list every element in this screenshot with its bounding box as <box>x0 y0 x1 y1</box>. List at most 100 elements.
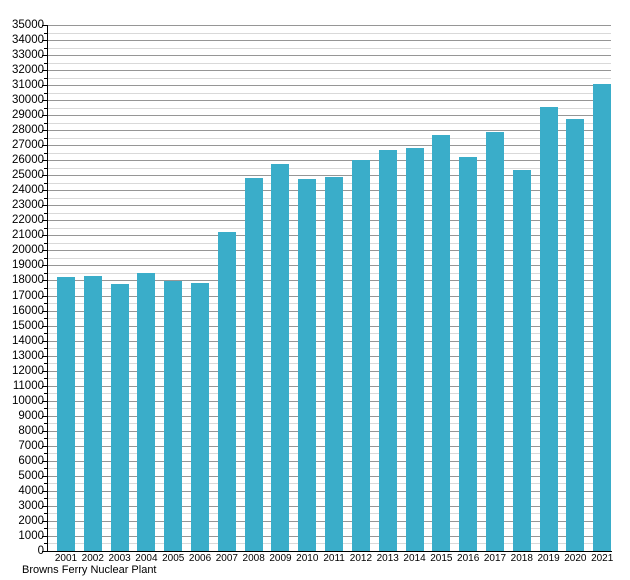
y-axis-tick <box>42 235 47 237</box>
x-axis-tick-label: 2007 <box>215 553 238 564</box>
y-axis-minor-tick <box>44 92 47 94</box>
bar-2017 <box>485 132 504 551</box>
gridline-major <box>48 160 611 162</box>
x-axis-tick-label: 2004 <box>135 553 158 564</box>
y-axis-tick <box>42 551 47 552</box>
y-axis-tick <box>42 460 47 462</box>
y-axis-minor-tick <box>44 363 47 365</box>
y-axis-tick <box>42 160 47 162</box>
y-axis-tick <box>42 385 47 387</box>
y-axis-minor-tick <box>44 333 47 335</box>
gridline-minor <box>48 77 611 79</box>
y-axis-tick <box>42 355 47 357</box>
x-axis-tick-label: 2001 <box>54 553 78 564</box>
y-axis-tick-label: 26000 <box>12 154 44 167</box>
y-axis-minor-tick <box>44 227 47 229</box>
y-axis-tick-label: 16000 <box>12 304 44 317</box>
y-axis-tick <box>42 520 47 522</box>
bar-2016 <box>459 157 478 551</box>
x-axis-tick-label: 2006 <box>188 553 212 564</box>
bar-2011 <box>325 176 344 551</box>
gridline-minor <box>48 92 611 94</box>
x-axis-tick-label: 2020 <box>564 553 587 564</box>
bar-2012 <box>351 160 370 551</box>
bar-2006 <box>191 282 210 551</box>
y-axis-tick <box>42 40 47 42</box>
x-axis-tick-label: 2010 <box>296 553 319 564</box>
y-axis-tick-label: 10000 <box>12 394 44 407</box>
y-axis-tick-label: 5000 <box>18 469 44 482</box>
y-axis-minor-tick <box>44 77 47 79</box>
y-axis-minor-tick <box>44 393 47 395</box>
y-axis-tick-label: 2000 <box>18 514 44 527</box>
gridline-minor <box>48 152 611 154</box>
y-axis-tick <box>42 370 47 372</box>
y-axis-tick-label: 21000 <box>12 229 44 242</box>
x-axis-tick-label: 2008 <box>242 553 265 564</box>
y-axis-minor-tick <box>44 257 47 259</box>
gridline-minor <box>48 62 611 64</box>
y-axis-tick <box>42 70 47 72</box>
y-axis-minor-tick <box>44 122 47 124</box>
y-axis-tick <box>42 280 47 282</box>
gridline-minor <box>48 167 611 169</box>
y-axis-line <box>47 25 48 552</box>
y-axis-tick <box>42 415 47 417</box>
bar-2004 <box>137 272 156 551</box>
y-axis-tick <box>42 475 47 477</box>
bar-2020 <box>566 118 585 551</box>
gridline-minor <box>48 107 611 109</box>
y-axis-tick <box>42 400 47 402</box>
y-axis-minor-tick <box>44 528 47 530</box>
y-axis-tick-label: 18000 <box>12 274 44 287</box>
gridline-major <box>48 130 611 132</box>
x-axis-tick-label: 2014 <box>403 553 426 564</box>
y-axis-tick <box>42 85 47 87</box>
bar-2010 <box>298 179 317 551</box>
y-axis-minor-tick <box>44 513 47 515</box>
y-axis-tick <box>42 325 47 327</box>
y-axis-tick-label: 19000 <box>12 259 44 272</box>
y-axis-tick-label: 8000 <box>18 424 44 437</box>
gridline-major <box>48 100 611 102</box>
y-axis-tick-label: 12000 <box>12 364 44 377</box>
gridline-minor <box>48 137 611 139</box>
x-axis-tick-label: 2012 <box>349 553 373 564</box>
y-axis-tick <box>42 295 47 297</box>
y-axis-tick <box>42 205 47 207</box>
x-axis-tick-label: 2002 <box>81 553 104 564</box>
y-axis-minor-tick <box>44 197 47 199</box>
y-axis-tick-label: 6000 <box>18 454 44 467</box>
y-axis-minor-tick <box>44 152 47 154</box>
x-axis-tick-label: 2015 <box>430 553 453 564</box>
y-axis-tick <box>42 100 47 102</box>
y-axis-tick <box>42 340 47 342</box>
y-axis-tick-label: 20000 <box>12 244 44 257</box>
x-axis-tick-label: 2003 <box>108 553 131 564</box>
x-axis-tick-label: 2019 <box>537 553 560 564</box>
y-axis-tick <box>42 505 47 507</box>
y-axis-minor-tick <box>44 543 47 545</box>
y-axis-tick-label: 33000 <box>12 49 44 62</box>
y-axis-minor-tick <box>44 62 47 64</box>
y-axis-tick-label: 17000 <box>12 289 44 302</box>
y-axis-minor-tick <box>44 498 47 500</box>
gridline-major <box>48 175 611 177</box>
gridline-major <box>48 40 611 42</box>
y-axis-minor-tick <box>44 303 47 305</box>
y-axis-minor-tick <box>44 47 47 49</box>
gridline-major <box>48 70 611 72</box>
y-axis-tick-label: 24000 <box>12 184 44 197</box>
y-axis-tick <box>42 55 47 57</box>
y-axis-minor-tick <box>44 182 47 184</box>
y-axis-tick <box>42 535 47 537</box>
y-axis-tick <box>42 310 47 312</box>
x-axis-tick-label: 2016 <box>457 553 480 564</box>
gridline-minor <box>48 122 611 124</box>
bar-2018 <box>512 170 531 551</box>
y-axis-tick-label: 31000 <box>12 79 44 92</box>
y-axis-tick <box>42 25 47 26</box>
y-axis-tick-label: 34000 <box>12 34 44 47</box>
y-axis-tick-label: 30000 <box>12 94 44 107</box>
y-axis-minor-tick <box>44 137 47 139</box>
